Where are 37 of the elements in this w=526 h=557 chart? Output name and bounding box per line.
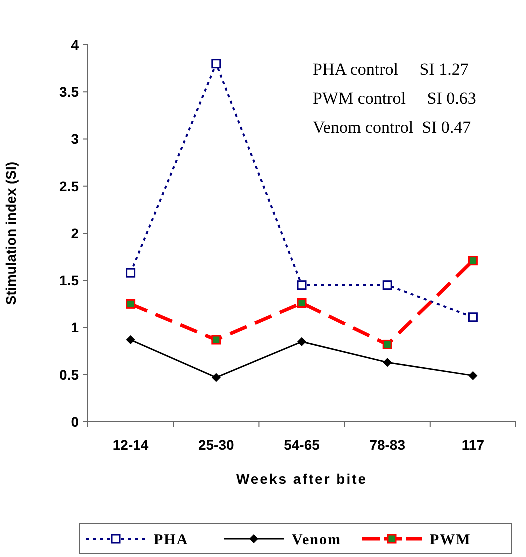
point [383, 358, 392, 368]
y-tick-label: 3.5 [60, 84, 80, 100]
point [126, 336, 136, 345]
point [212, 335, 222, 345]
y-axis-title: Stimulation index (SI) [3, 162, 19, 306]
annotation: PWM control SI 0.63 [313, 89, 476, 108]
point [468, 256, 478, 266]
legend-label: PHA [154, 532, 189, 548]
point [382, 280, 392, 290]
y-tick-label: 2 [71, 225, 80, 242]
point [212, 59, 222, 69]
point [468, 312, 478, 322]
annotation: PHA control SI 1.27 [313, 60, 470, 79]
y-tick-label: 4 [71, 36, 80, 53]
y-tick-label: 1 [71, 320, 80, 336]
y-tick-label: 3 [71, 131, 80, 148]
x-tick-label: 117 [462, 437, 485, 453]
point [382, 340, 392, 350]
y-tick-label: 0.5 [60, 366, 80, 383]
legend-label: Venom [292, 532, 342, 548]
x-tick-label: 12-14 [112, 437, 149, 453]
annotation: Venom control SI 0.47 [313, 118, 472, 137]
point [298, 337, 306, 346]
point [126, 268, 136, 278]
y-tick-label: 2.5 [60, 178, 80, 194]
x-axis-title: Weeks after bite [236, 471, 368, 487]
point [297, 298, 307, 308]
point [126, 299, 136, 309]
point [468, 371, 478, 380]
point [212, 373, 221, 382]
y-tick-label: 0 [71, 414, 80, 430]
point [297, 280, 307, 290]
x-tick-label: 25-30 [198, 437, 235, 453]
x-tick-label: 78-83 [370, 437, 406, 453]
y-tick-label: 1.5 [60, 272, 80, 289]
x-tick-label: 54-65 [284, 437, 320, 453]
legend-label: PWM [430, 532, 472, 548]
